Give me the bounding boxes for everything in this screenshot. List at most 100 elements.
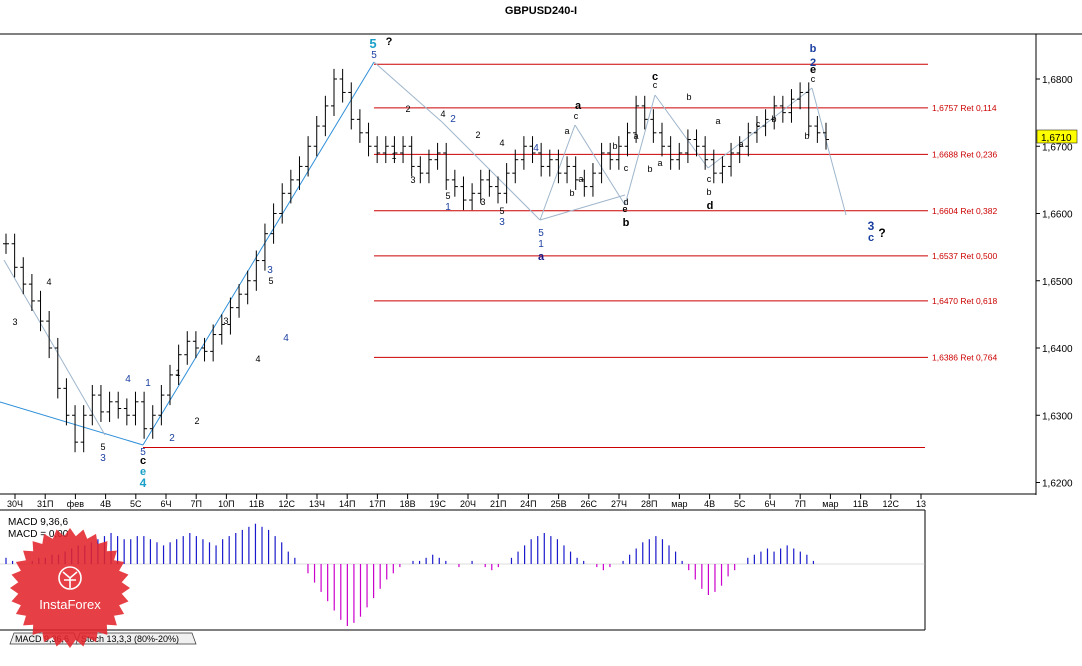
wave-label: 2 [450,114,456,125]
price-bar [512,149,519,184]
price-axis: 1,6800 1,6700 1,6600 1,6500 1,6400 1,6300 1,62… [1036,75,1073,490]
price-bar [192,331,199,359]
date-tick-label: 28П [641,499,657,509]
price-bar [167,364,173,406]
wave-label: b [706,187,711,197]
wave-label: b [623,217,630,229]
wave-label: c [140,455,146,467]
price-tick-label: 1,6700 [1042,142,1073,153]
price-bar [279,183,286,224]
price-bar [365,122,372,157]
wave-label: 4 [140,476,147,490]
wave-label: ? [386,36,393,48]
date-tick-label: 11В [249,499,264,509]
wave-label: 2 [810,57,816,69]
trend-line [3,259,106,436]
trend-line [142,61,375,446]
price-bar [261,223,268,271]
price-bar [244,270,251,305]
price-bar [572,156,579,190]
trend-line [373,61,443,123]
price-bar [132,391,139,426]
price-bar [503,163,510,204]
date-tick-label: 30Ч [7,499,23,509]
date-tick-label: 21П [490,499,506,509]
wave-label: e [622,204,627,214]
price-bar [20,257,27,295]
price-bar [201,337,208,362]
wave-label: a [738,139,743,149]
wave-label: 2 [405,104,410,114]
date-tick-label: 12С [883,499,900,509]
price-tick-label: 1,6400 [1042,344,1073,355]
wave-label: a [564,126,569,136]
price-bar [684,129,691,164]
wave-label: a [657,158,662,168]
price-bar [805,82,812,137]
price-bar [391,136,398,164]
date-tick-label: 14П [339,499,355,509]
price-bar [408,136,415,177]
date-tick-label: 4В [100,499,111,509]
wave-label: 4 [125,374,131,385]
price-bar [538,142,545,177]
price-bar [339,68,346,103]
date-tick-label: 6Ч [764,499,775,509]
price-bar [486,169,493,197]
price-bar [529,136,536,164]
tab-macd[interactable]: MACD 9,36,6 [15,634,69,644]
wave-label: a [578,174,583,184]
price-bar [184,331,191,365]
price-bar [607,142,614,170]
trend-line [574,124,626,206]
price-bar [589,163,596,197]
wave-label: a [715,116,720,126]
price-tick-label: 1,6800 [1042,75,1073,86]
trend-line [707,87,813,169]
date-tick-label: 11В [853,499,868,509]
price-bar [788,89,795,123]
price-bar [348,82,355,130]
wave-label: 5 [100,442,105,452]
price-bar [719,156,726,184]
price-bar [814,115,821,143]
fib-label: 1,6757 Ret 0,114 [932,103,997,113]
price-bar [106,391,113,422]
fib-label: 1,6470 Ret 0,618 [932,296,997,306]
chart-title: GBPUSD240-I [505,5,577,17]
wave-label: 5 [369,36,376,51]
price-bar [331,68,337,116]
wave-label: 1 [145,378,151,389]
price-bar [710,149,717,184]
wave-label: 5 [538,228,544,239]
price-bar [218,314,225,345]
trend-line [811,87,847,216]
wave-label: b [647,164,652,174]
wave-label: 4 [255,354,260,364]
wave-label: 4 [533,143,539,154]
trend-line [539,124,576,221]
date-tick-label: 5С [734,499,746,509]
price-tick-label: 1,6300 [1042,411,1073,422]
trend-line [624,94,656,206]
price-bar [779,95,786,123]
wave-label: b [569,188,574,198]
price-bar [641,95,648,130]
wave-label: 3 [12,317,17,327]
macd-label-2: MACD = 0,00 [8,529,69,540]
price-bar [296,156,303,190]
price-bar [564,156,571,184]
tab-stoch[interactable]: Stoch 13,3,3 (80%-20%) [81,634,179,644]
macd-label-1: MACD 9,36,6 [8,517,68,528]
wave-label: 1 [538,239,544,250]
wave-label: 4 [46,277,51,287]
wave-label: 3 [410,175,415,185]
wave-label: e [140,466,146,478]
price-bar [771,95,778,130]
price-bar [80,405,87,453]
wave-label: b [804,131,809,141]
wave-label: e [622,204,627,214]
